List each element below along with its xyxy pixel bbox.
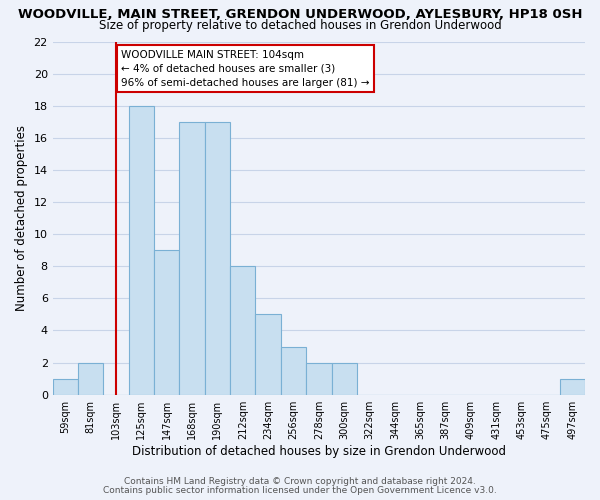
- Bar: [230, 266, 256, 394]
- Bar: [129, 106, 154, 395]
- Text: Size of property relative to detached houses in Grendon Underwood: Size of property relative to detached ho…: [98, 19, 502, 32]
- Bar: [205, 122, 230, 394]
- Bar: [179, 122, 205, 394]
- Text: Contains HM Land Registry data © Crown copyright and database right 2024.: Contains HM Land Registry data © Crown c…: [124, 477, 476, 486]
- Bar: [78, 362, 103, 394]
- Bar: [281, 346, 306, 395]
- Text: WOODVILLE MAIN STREET: 104sqm
← 4% of detached houses are smaller (3)
96% of sem: WOODVILLE MAIN STREET: 104sqm ← 4% of de…: [121, 50, 370, 88]
- Bar: [154, 250, 179, 394]
- Bar: [53, 378, 78, 394]
- Text: Contains public sector information licensed under the Open Government Licence v3: Contains public sector information licen…: [103, 486, 497, 495]
- Bar: [256, 314, 281, 394]
- Bar: [332, 362, 357, 394]
- X-axis label: Distribution of detached houses by size in Grendon Underwood: Distribution of detached houses by size …: [132, 444, 506, 458]
- Y-axis label: Number of detached properties: Number of detached properties: [15, 125, 28, 311]
- Bar: [306, 362, 332, 394]
- Text: WOODVILLE, MAIN STREET, GRENDON UNDERWOOD, AYLESBURY, HP18 0SH: WOODVILLE, MAIN STREET, GRENDON UNDERWOO…: [18, 8, 582, 20]
- Bar: [560, 378, 585, 394]
